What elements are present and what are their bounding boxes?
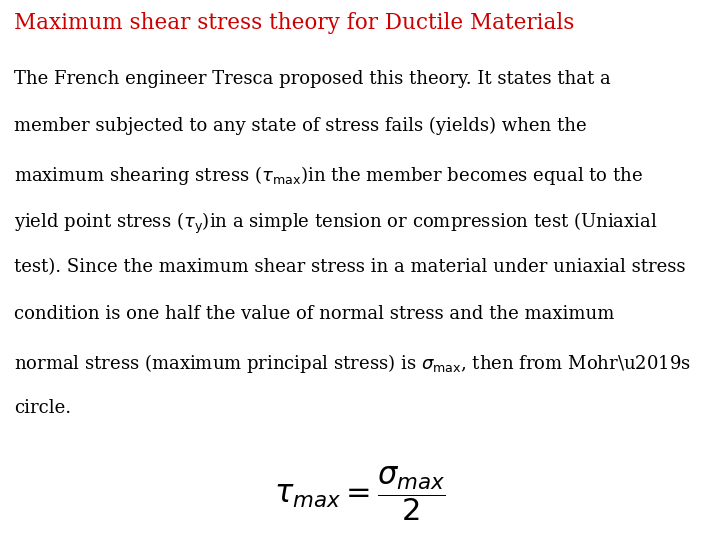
Text: circle.: circle. [14, 399, 71, 417]
Text: normal stress (maximum principal stress) is $\sigma_{\mathrm{max}}$, then from M: normal stress (maximum principal stress)… [14, 352, 690, 375]
Text: maximum shearing stress ($\tau_{\mathrm{max}}$)in the member becomes equal to th: maximum shearing stress ($\tau_{\mathrm{… [14, 164, 643, 187]
Text: Maximum shear stress theory for Ductile Materials: Maximum shear stress theory for Ductile … [14, 12, 575, 34]
Text: $\tau_{max} = \dfrac{\sigma_{max}}{2}$: $\tau_{max} = \dfrac{\sigma_{max}}{2}$ [274, 465, 446, 523]
Text: The French engineer Tresca proposed this theory. It states that a: The French engineer Tresca proposed this… [14, 70, 611, 88]
Text: condition is one half the value of normal stress and the maximum: condition is one half the value of norma… [14, 305, 614, 323]
Text: test). Since the maximum shear stress in a material under uniaxial stress: test). Since the maximum shear stress in… [14, 258, 685, 276]
Text: yield point stress ($\tau_{\mathrm{y}}$)in a simple tension or compression test : yield point stress ($\tau_{\mathrm{y}}$)… [14, 211, 657, 236]
Text: member subjected to any state of stress fails (yields) when the: member subjected to any state of stress … [14, 117, 587, 135]
